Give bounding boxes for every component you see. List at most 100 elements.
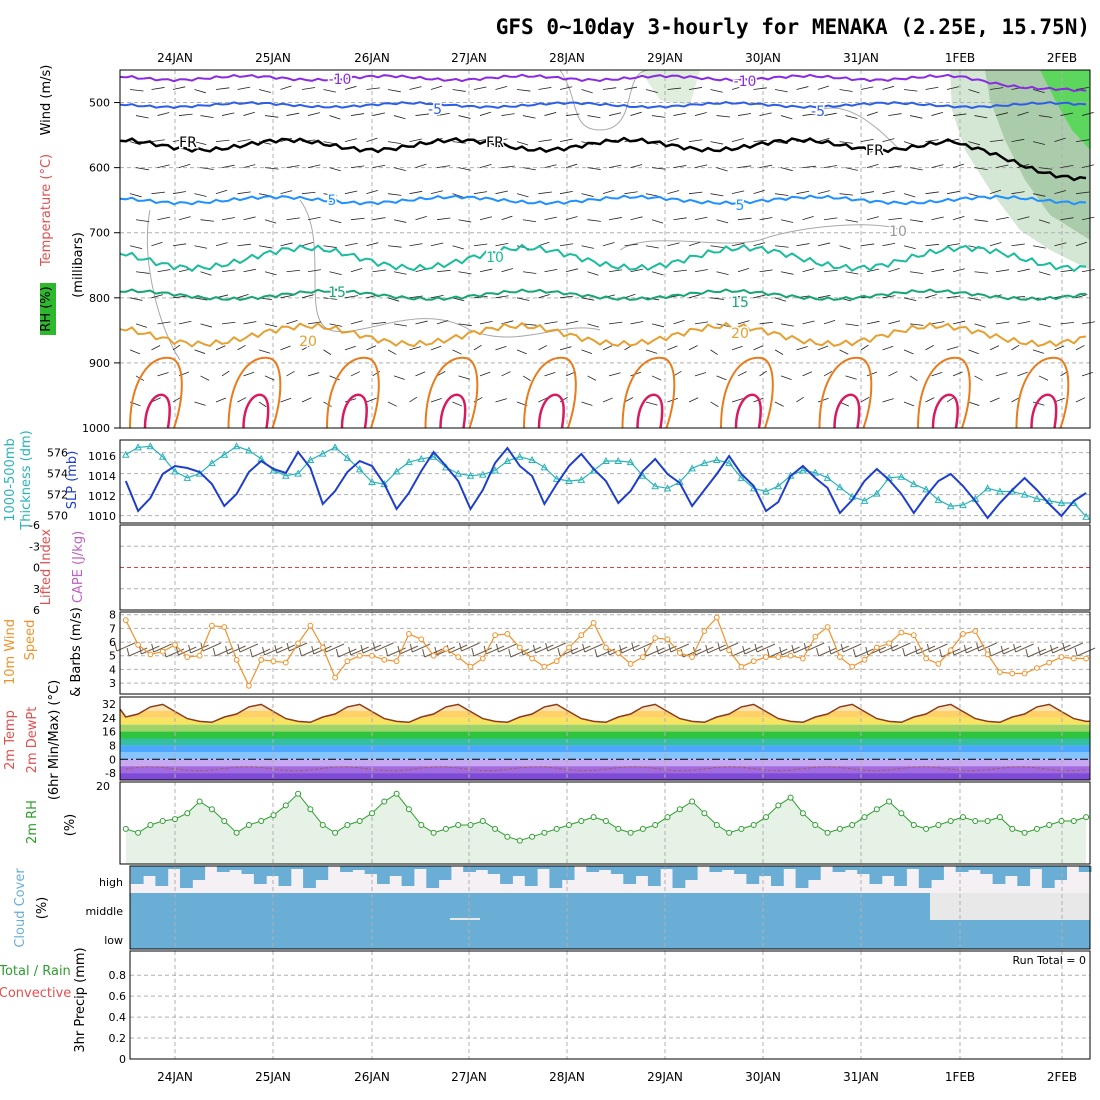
cloud-high-bar [229,866,243,870]
rh-point [775,802,782,809]
rh-point [652,822,659,828]
wind10-point [492,632,499,639]
wind-barb [237,397,247,403]
wind-barb [1038,323,1051,328]
wind-barb [172,138,186,142]
wind-barb [974,271,989,274]
wind-barb [587,167,601,170]
date-label-top: 1FEB [945,51,975,65]
isotherm-label: -5 [428,102,442,118]
wind-barb [538,345,548,351]
wind10-point [997,669,1003,675]
wind-barb [602,189,615,195]
wind-barb [802,320,815,325]
thickness-point [762,487,770,495]
rh-tick-label: 20 [96,780,110,793]
wind-barb [688,345,698,351]
wind10-point [861,656,868,663]
cloud-high-bar [303,866,316,888]
wind-barb [172,243,187,247]
wind10-point [713,614,720,621]
precip-tick-label: 0 [119,1053,126,1066]
wind10-point [504,631,511,637]
wind10-barb-flag [976,642,980,652]
cloud-high-bar [266,866,279,876]
wind-barb [194,193,207,197]
wind-barb [415,163,427,169]
wind-barb [1075,139,1090,142]
wind10-point [910,632,917,639]
wind-barb [522,219,537,223]
wind-barb [608,217,622,221]
wind-barb [645,245,659,249]
cloud-high-bar [143,866,156,876]
cloud-high-bar [623,866,637,884]
temp-tick-label: 24 [102,712,116,725]
wind-barb [1032,141,1046,145]
wind10-point [430,652,437,659]
wind10-barb-flag [1025,648,1029,658]
wind-barb [430,242,444,247]
wind-barb [366,397,377,403]
wind-barb [344,85,357,90]
cloud-high-bar [610,866,624,874]
wind-barb [839,245,851,250]
wind-barb [587,271,599,276]
wind-barb [946,346,959,351]
wind-barb [329,375,340,381]
wind10-point [147,651,154,658]
wind10-barb [153,643,172,653]
wind10-point [443,646,449,652]
wind-barb [731,295,745,299]
wind10-point [640,654,646,660]
wind-barb [221,112,235,116]
cloud-high-bar [500,866,513,884]
wind-barb [129,141,142,146]
wind-barb [344,345,356,351]
wind-barb [845,167,858,171]
wind10-barb [892,642,911,652]
thickness-point [897,472,906,480]
wind-barb [544,216,557,221]
wind-barb [716,375,727,381]
wind10-point [356,652,363,659]
isotherm-label: -5 [811,104,825,120]
axis-label: & Barbs (m/s) [69,607,84,697]
axis-label: Cloud Cover [13,868,28,948]
wind-barb [774,89,788,93]
wind-barb [882,295,896,299]
wind-barb [409,243,423,247]
wind-barb [538,397,548,403]
thickness-point [405,458,413,466]
wind-barb [989,139,1004,142]
wind10-barb [572,645,591,655]
thickness-point [429,452,438,460]
rh-point [208,806,215,813]
wind-barb [157,269,171,273]
axis-label: 2m Temp [3,710,18,770]
wind-barb [501,268,513,273]
wind-barb [694,216,708,221]
wind10-barb-flag [742,645,746,655]
wind10-barb-flag [286,642,290,652]
wind-barb [903,193,916,198]
isotherm-30-loop [931,393,959,429]
isotherm-30-loop [833,393,861,429]
axis-label: 2m RH [25,800,40,844]
wind10-point [221,624,228,630]
wind10-barb [633,642,653,652]
wind10-point [246,682,252,689]
wind-barb [393,271,407,275]
wind10-barb-flag [225,645,229,655]
wind-barb [882,242,896,247]
wind10-point [344,658,351,665]
wind10-barb [756,643,776,653]
cloud-high-bar [783,866,797,869]
temp-band [120,738,1090,746]
cloud-high-bar [192,866,206,880]
wind-barb [409,346,421,351]
isotherm-10 [119,243,1087,273]
wind-barb [200,167,214,170]
wind-barb [1081,269,1095,273]
temp-tick-label: -8 [105,767,116,780]
